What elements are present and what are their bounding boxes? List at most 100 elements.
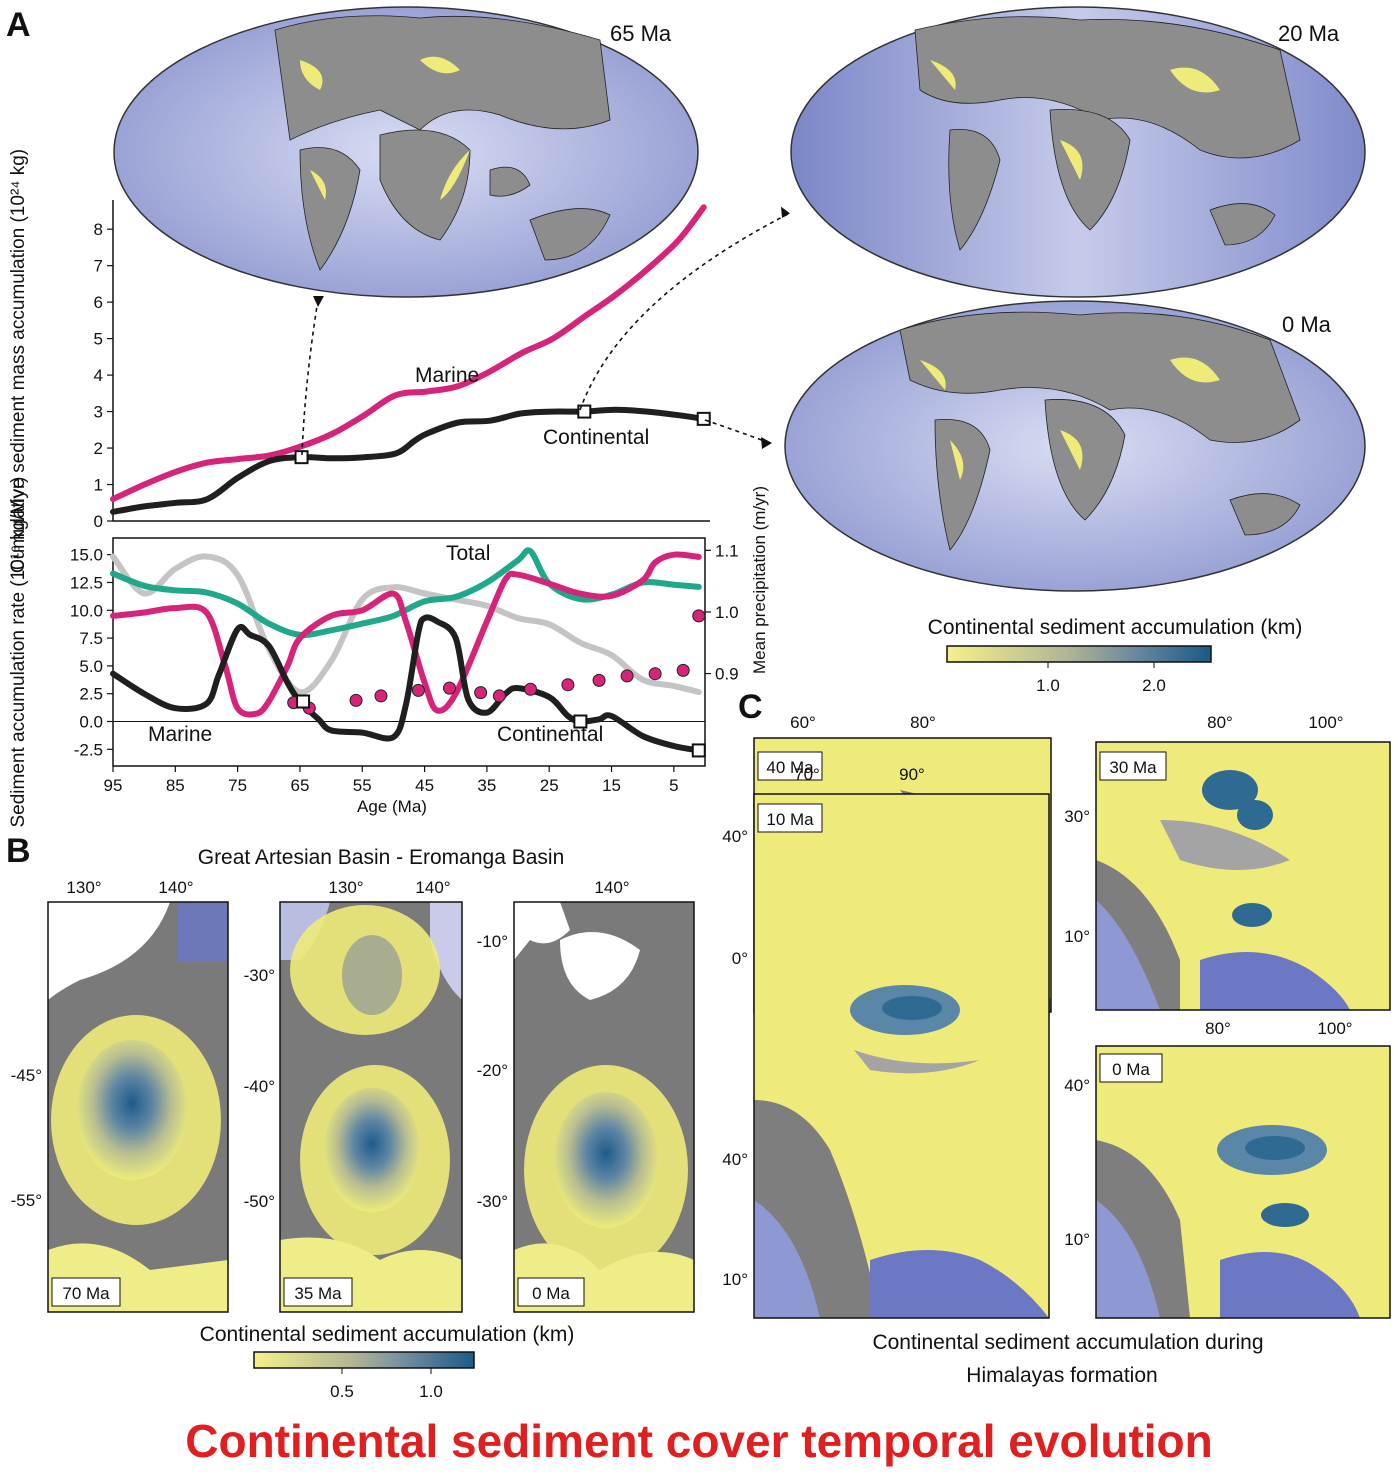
cumulative-y-label: Cumulative sediment mass accumulation (1…	[8, 149, 29, 573]
cumulative-y-tick-label: 2	[94, 439, 103, 458]
rate-plot-frame	[112, 537, 706, 767]
panel-c-map3-age: 10 Ma	[766, 810, 814, 829]
cumulative-y-tick-label: 6	[94, 293, 103, 312]
panel-c-map1-lat-1: 40°	[722, 827, 748, 846]
panel-c-map4-lon-1: 80°	[1205, 1019, 1231, 1038]
rate-age-marker	[296, 694, 311, 709]
panel-c-map1-lon-2: 80°	[910, 713, 936, 732]
panel-c-map3-lat-1: 40°	[722, 1150, 748, 1169]
globe-65ma: 65 Ma	[113, 6, 699, 298]
rate-total-label: Total	[446, 542, 490, 565]
panel-b-colorbar-tick-2: 1.0	[419, 1382, 443, 1401]
globe-65ma-label: 65 Ma	[610, 21, 672, 46]
cumulative-y-tick-label: 3	[94, 403, 103, 422]
cumulative-y-tick-label: 8	[94, 220, 103, 239]
rate-marine-dot	[592, 673, 606, 687]
panel-b-map2-age: 35 Ma	[294, 1284, 342, 1303]
rate-marine-dot	[676, 663, 690, 677]
panel-b-map1-age: 70 Ma	[62, 1284, 110, 1303]
rate-x-tick-label: 5	[669, 776, 678, 795]
panel-b-map3-lat-3: -30°	[477, 1192, 508, 1211]
cumulative-age-marker	[577, 404, 592, 419]
panel-b-map-70ma: 70 Ma 130° 140° -45° -55°	[11, 878, 229, 1313]
rate-marine-dot	[411, 683, 425, 697]
rate-chart: -2.5 0.0 2.5 5.0 7.5 10.0 12.5 15.0 0.9 1.0 1.1 9…	[8, 476, 769, 827]
rate-y-label: Sediment accumulation rate (10¹⁶ kg/Myr)	[8, 476, 29, 827]
cumulative-age-marker	[696, 411, 711, 426]
rate-x-tick-label: 45	[415, 776, 434, 795]
panel-c-map3-lon-1: 70°	[794, 765, 820, 784]
rate-age-marker	[691, 743, 706, 758]
rate-x-tick-label: 55	[353, 776, 372, 795]
rate-x-tick-label: 15	[602, 776, 621, 795]
panel-b-map3-lon-1: 140°	[594, 878, 629, 897]
rate-x-label: Age (Ma)	[357, 797, 427, 816]
connector-arrows	[301, 212, 791, 456]
panel-b-map2-lon-1: 130°	[328, 878, 363, 897]
rate-y-tick-label: 10.0	[70, 601, 103, 620]
panel-c-caption-line2: Himalayas formation	[966, 1364, 1157, 1387]
panel-a-colorbar-title: Continental sediment accumulation (km)	[928, 616, 1303, 639]
rate-marine-dot	[349, 693, 363, 707]
panel-b-colorbar-title: Continental sediment accumulation (km)	[200, 1323, 575, 1346]
panel-c-map4-age: 0 Ma	[1112, 1060, 1150, 1079]
panel-c-map1-lat-2: 0°	[732, 949, 748, 968]
panel-b-colorbar: Continental sediment accumulation (km) 0…	[200, 1323, 575, 1401]
rate-x-tick-label: 75	[228, 776, 247, 795]
cumulative-y-tick-label: 1	[94, 476, 103, 495]
rate-y-tick-label: -2.5	[74, 740, 103, 759]
panel-c-map1-lon-1: 60°	[790, 713, 816, 732]
rate-x-tick-label: 25	[540, 776, 559, 795]
panel-b-map2-lat-3: -50°	[244, 1192, 275, 1211]
rate-y2-tick-label: 1.1	[715, 541, 739, 560]
rate-marine-dot	[648, 667, 662, 681]
cumulative-y-tick-label: 5	[94, 330, 103, 349]
rate-y2-tick-label: 1.0	[715, 603, 739, 622]
panel-a-colorbar-tick-2: 2.0	[1142, 676, 1166, 695]
panel-b-map-0ma: 0 Ma 140° -10° -20° -30°	[477, 878, 695, 1313]
panel-c-map2-lon-2: 100°	[1308, 713, 1343, 732]
rate-series-mean-precipitation	[110, 553, 702, 696]
rate-marine-dot	[692, 609, 706, 623]
panel-b-title: Great Artesian Basin - Eromanga Basin	[198, 846, 565, 869]
panel-a-colorbar: Continental sediment accumulation (km) 1…	[928, 616, 1303, 695]
panel-c-map2-age: 30 Ma	[1109, 758, 1157, 777]
cumulative-series-continental	[110, 406, 707, 515]
panel-b-map3-lat-2: -20°	[477, 1061, 508, 1080]
connector-arrowheads	[313, 206, 790, 449]
panel-c-map4-lat-2: 10°	[1064, 1230, 1090, 1249]
panel-a-colorbar-tick-1: 1.0	[1036, 676, 1060, 695]
panel-b-map1-lon-1: 130°	[66, 878, 101, 897]
rate-marine-dot	[474, 686, 488, 700]
rate-y-tick-label: 5.0	[79, 657, 103, 676]
rate-x-tick-label: 85	[166, 776, 185, 795]
panel-c-map2-lon-1: 80°	[1207, 713, 1233, 732]
rate-x-tick-label: 35	[477, 776, 496, 795]
rate-marine-dot	[524, 682, 538, 696]
rate-x-tick-label: 65	[290, 776, 309, 795]
figure-footer-title: Continental sediment cover temporal evol…	[185, 1415, 1213, 1467]
cumulative-series-marine	[110, 204, 707, 503]
rate-marine-dot	[620, 669, 634, 683]
panel-c-map3-lon-2: 90°	[899, 765, 925, 784]
rate-marine-dot	[443, 681, 457, 695]
panel-b-map1-lon-2: 140°	[158, 878, 193, 897]
panel-b-map3-age: 0 Ma	[532, 1284, 570, 1303]
rate-y-tick-label: 7.5	[79, 629, 103, 648]
rate-age-marker	[573, 714, 588, 729]
panel-c-map3-lat-2: 10°	[722, 1270, 748, 1289]
panel-c-map-0ma: 0 Ma 80° 100° 40° 10°	[1064, 1019, 1391, 1319]
panel-c-caption-line1: Continental sediment accumulation during	[872, 1331, 1263, 1354]
rate-series-marine	[110, 551, 702, 718]
panel-b-map2-lon-2: 140°	[415, 878, 450, 897]
rate-x-tick-label: 95	[104, 776, 123, 795]
globe-20ma-label: 20 Ma	[1278, 21, 1340, 46]
panel-c-map2-lat-1: 30°	[1064, 807, 1090, 826]
rate-marine-label: Marine	[148, 723, 212, 746]
rate-marine-dot	[492, 689, 506, 703]
panel-letter-b: B	[6, 832, 31, 870]
globe-0ma-label: 0 Ma	[1282, 312, 1332, 337]
cumulative-y-tick-label: 0	[94, 512, 103, 531]
cumulative-y-tick-label: 4	[94, 366, 103, 385]
